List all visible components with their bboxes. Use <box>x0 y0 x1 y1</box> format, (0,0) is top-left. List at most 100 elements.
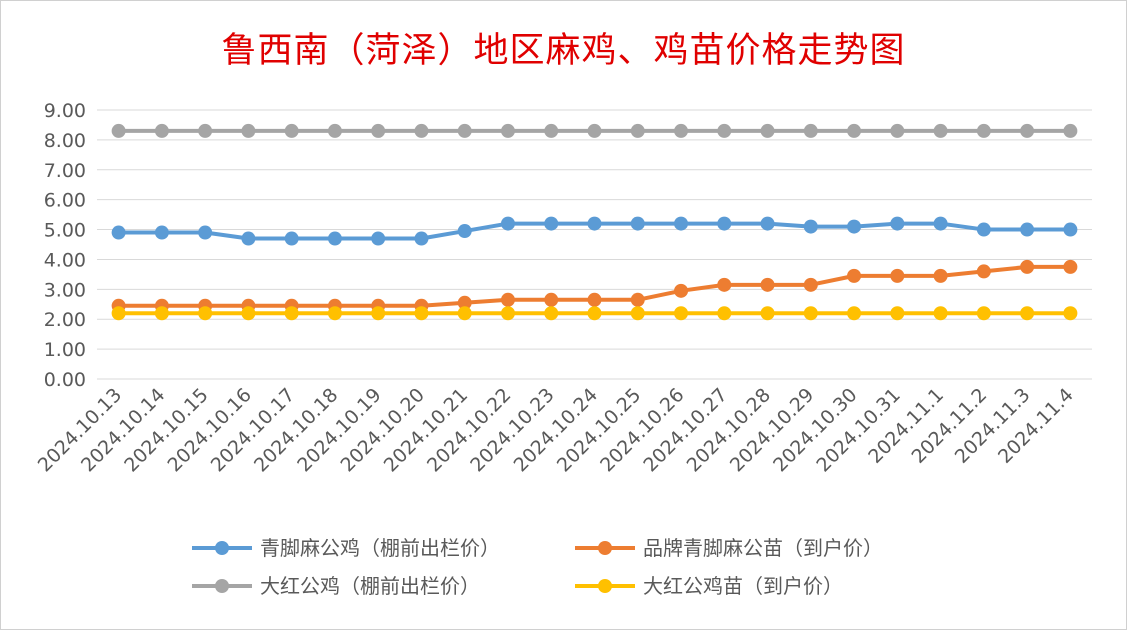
data-point <box>1063 222 1078 237</box>
data-point <box>630 216 645 231</box>
data-point <box>674 283 689 298</box>
data-point <box>976 123 991 138</box>
legend-swatch-marker <box>598 579 612 593</box>
data-point <box>241 123 256 138</box>
data-point <box>847 219 862 234</box>
series-4 <box>111 306 1078 321</box>
legend-item: 大红公鸡（棚前出栏价） <box>192 574 480 598</box>
y-tick-label: 4.00 <box>44 249 86 271</box>
y-tick-label: 6.00 <box>44 190 86 212</box>
data-point <box>284 306 299 321</box>
data-point <box>457 224 472 239</box>
data-point <box>803 277 818 292</box>
y-tick-label: 8.00 <box>44 130 86 152</box>
series-lines <box>111 123 1078 321</box>
data-point <box>760 123 775 138</box>
data-point <box>933 123 948 138</box>
data-point <box>414 231 429 246</box>
series-2 <box>111 259 1078 313</box>
data-point <box>890 306 905 321</box>
data-point <box>976 222 991 237</box>
y-tick-label: 2.00 <box>44 309 86 331</box>
data-point <box>803 219 818 234</box>
y-axis-ticks: 0.00 1.00 2.00 3.00 4.00 5.00 6.00 7.00 8.00 9.00 <box>44 100 86 391</box>
legend-swatch-marker <box>598 541 612 555</box>
data-point <box>1020 123 1035 138</box>
legend-item: 品牌青脚麻公苗（到户价） <box>575 536 883 560</box>
data-point <box>674 216 689 231</box>
series-3 <box>111 123 1078 138</box>
data-point <box>717 123 732 138</box>
data-point <box>803 123 818 138</box>
data-point <box>760 216 775 231</box>
data-point <box>760 306 775 321</box>
series-1 <box>111 216 1078 246</box>
data-point <box>933 216 948 231</box>
data-point <box>847 123 862 138</box>
data-point <box>241 231 256 246</box>
data-point <box>371 231 386 246</box>
legend-label: 大红公鸡（棚前出栏价） <box>260 574 480 598</box>
data-point <box>500 123 515 138</box>
data-point <box>674 306 689 321</box>
chart-title: 鲁西南（菏泽）地区麻鸡、鸡苗价格走势图 <box>221 31 906 71</box>
y-tick-label: 1.00 <box>44 339 86 361</box>
data-point <box>154 225 169 240</box>
data-point <box>717 306 732 321</box>
data-point <box>371 123 386 138</box>
legend-swatch-marker <box>215 541 229 555</box>
data-point <box>587 216 602 231</box>
data-point <box>587 306 602 321</box>
data-point <box>284 123 299 138</box>
data-point <box>284 231 299 246</box>
data-point <box>847 268 862 283</box>
data-point <box>154 306 169 321</box>
legend-item: 大红公鸡苗（到户价） <box>575 574 843 598</box>
data-point <box>717 277 732 292</box>
data-point <box>1020 259 1035 274</box>
x-axis-ticks: 2024.10.132024.10.142024.10.152024.10.16… <box>34 384 1078 476</box>
data-point <box>1063 123 1078 138</box>
data-point <box>890 268 905 283</box>
data-point <box>1063 306 1078 321</box>
data-point <box>327 123 342 138</box>
data-point <box>933 306 948 321</box>
data-point <box>544 123 559 138</box>
data-point <box>500 216 515 231</box>
data-point <box>717 216 732 231</box>
y-tick-label: 0.00 <box>44 369 86 391</box>
data-point <box>500 292 515 307</box>
data-point <box>457 295 472 310</box>
legend-label: 大红公鸡苗（到户价） <box>643 574 843 598</box>
legend-item: 青脚麻公鸡（棚前出栏价） <box>192 536 500 560</box>
data-point <box>674 123 689 138</box>
data-point <box>587 292 602 307</box>
data-point <box>414 306 429 321</box>
data-point <box>760 277 775 292</box>
data-point <box>544 306 559 321</box>
data-point <box>111 123 126 138</box>
data-point <box>198 225 213 240</box>
data-point <box>890 216 905 231</box>
data-point <box>327 306 342 321</box>
data-point <box>111 225 126 240</box>
legend-label: 品牌青脚麻公苗（到户价） <box>643 536 883 560</box>
data-point <box>1020 306 1035 321</box>
data-point <box>414 123 429 138</box>
data-point <box>457 123 472 138</box>
legend-label: 青脚麻公鸡（棚前出栏价） <box>260 536 500 560</box>
data-point <box>1063 259 1078 274</box>
data-point <box>198 123 213 138</box>
y-tick-label: 7.00 <box>44 160 86 182</box>
data-point <box>630 306 645 321</box>
data-point <box>1020 222 1035 237</box>
legend: 青脚麻公鸡（棚前出栏价） 品牌青脚麻公苗（到户价） 大红公鸡（棚前出栏价） 大红公鸡苗… <box>192 536 883 598</box>
data-point <box>544 216 559 231</box>
data-point <box>630 123 645 138</box>
data-point <box>111 306 126 321</box>
data-point <box>933 268 948 283</box>
y-tick-label: 3.00 <box>44 279 86 301</box>
data-point <box>327 231 342 246</box>
data-point <box>154 123 169 138</box>
